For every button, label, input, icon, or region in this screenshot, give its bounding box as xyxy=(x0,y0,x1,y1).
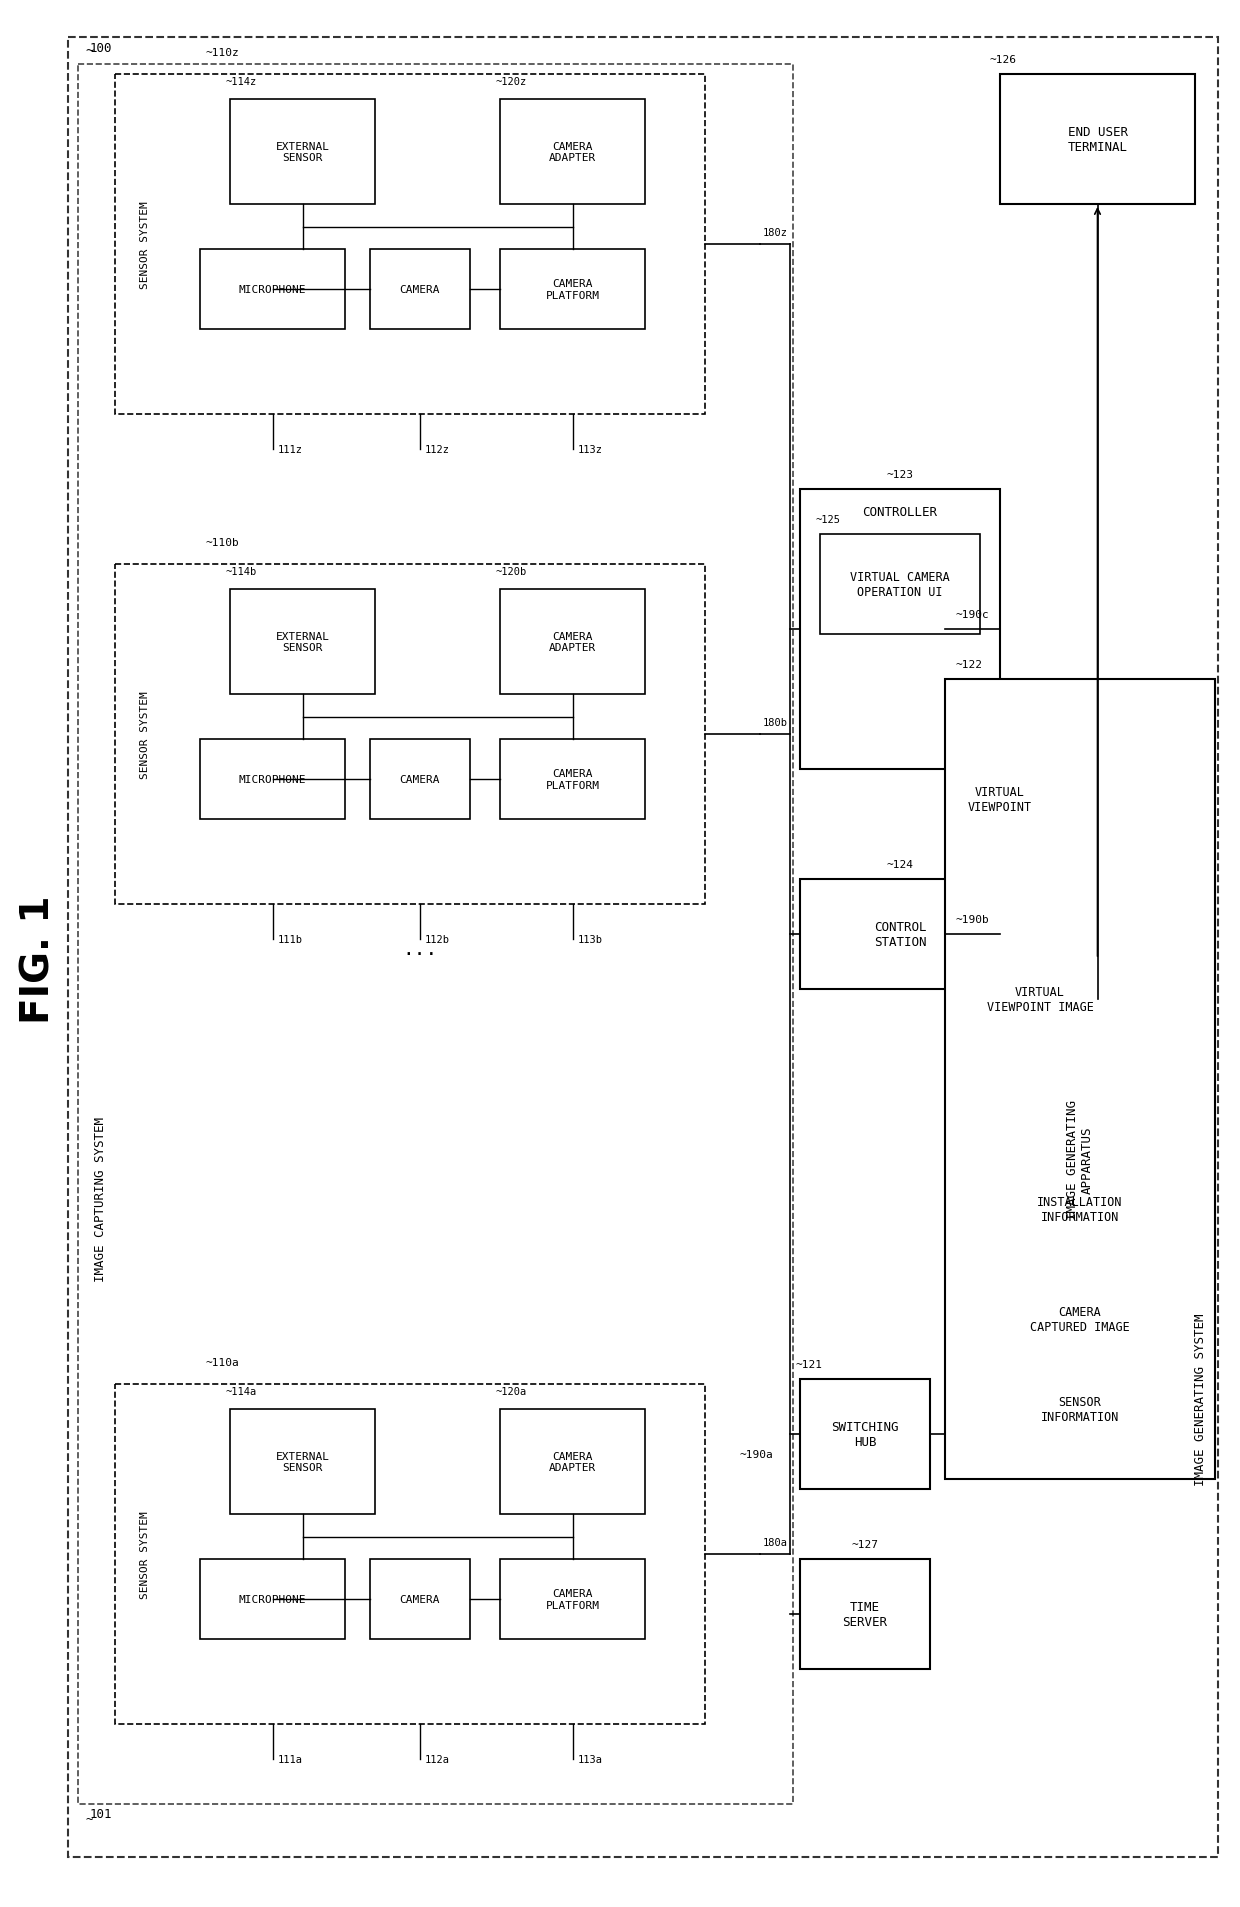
Text: ~110a: ~110a xyxy=(205,1358,239,1367)
Text: ~126: ~126 xyxy=(990,55,1017,65)
Text: CAMERA: CAMERA xyxy=(399,774,440,784)
Text: EXTERNAL
SENSOR: EXTERNAL SENSOR xyxy=(275,1451,330,1472)
FancyBboxPatch shape xyxy=(200,740,345,820)
FancyBboxPatch shape xyxy=(229,589,374,694)
FancyBboxPatch shape xyxy=(500,250,645,330)
Text: 112a: 112a xyxy=(425,1754,450,1764)
Text: VIRTUAL CAMERA
OPERATION UI: VIRTUAL CAMERA OPERATION UI xyxy=(851,570,950,599)
Text: ~: ~ xyxy=(86,46,93,59)
FancyBboxPatch shape xyxy=(200,1560,345,1640)
Text: CAMERA
PLATFORM: CAMERA PLATFORM xyxy=(546,769,599,789)
Text: CAMERA
ADAPTER: CAMERA ADAPTER xyxy=(549,1451,596,1472)
FancyBboxPatch shape xyxy=(229,1409,374,1514)
FancyBboxPatch shape xyxy=(115,1384,706,1724)
FancyBboxPatch shape xyxy=(800,1379,930,1489)
Text: ~123: ~123 xyxy=(887,469,914,481)
FancyBboxPatch shape xyxy=(800,1560,930,1669)
Text: END USER
TERMINAL: END USER TERMINAL xyxy=(1068,126,1127,154)
Text: 101: 101 xyxy=(91,1808,113,1821)
Text: ~121: ~121 xyxy=(795,1360,822,1369)
FancyBboxPatch shape xyxy=(68,38,1218,1857)
Text: ~: ~ xyxy=(86,1812,93,1825)
Text: 180b: 180b xyxy=(763,717,787,728)
Text: IMAGE CAPTURING SYSTEM: IMAGE CAPTURING SYSTEM xyxy=(93,1118,107,1282)
Text: ~110z: ~110z xyxy=(205,48,239,57)
Text: VIRTUAL
VIEWPOINT: VIRTUAL VIEWPOINT xyxy=(968,786,1032,814)
Text: ~120a: ~120a xyxy=(495,1386,526,1396)
Text: SWITCHING
HUB: SWITCHING HUB xyxy=(831,1421,899,1447)
Text: VIRTUAL
VIEWPOINT IMAGE: VIRTUAL VIEWPOINT IMAGE xyxy=(987,986,1094,1013)
Text: IMAGE GENERATING SYSTEM: IMAGE GENERATING SYSTEM xyxy=(1193,1314,1207,1486)
Text: ~110b: ~110b xyxy=(205,538,239,547)
FancyBboxPatch shape xyxy=(370,250,470,330)
Text: SENSOR SYSTEM: SENSOR SYSTEM xyxy=(140,200,150,288)
Text: CONTROLLER: CONTROLLER xyxy=(863,505,937,519)
Text: 180z: 180z xyxy=(763,227,787,238)
Text: CAMERA
ADAPTER: CAMERA ADAPTER xyxy=(549,631,596,652)
Text: FIG. 1: FIG. 1 xyxy=(19,894,57,1024)
Text: ~114a: ~114a xyxy=(224,1386,257,1396)
Text: SENSOR
INFORMATION: SENSOR INFORMATION xyxy=(1040,1396,1120,1423)
Text: TIME
SERVER: TIME SERVER xyxy=(842,1600,888,1629)
FancyBboxPatch shape xyxy=(78,65,794,1804)
Text: ~125: ~125 xyxy=(815,515,839,524)
Text: 112z: 112z xyxy=(425,444,450,454)
FancyBboxPatch shape xyxy=(500,589,645,694)
Text: ~127: ~127 xyxy=(852,1539,878,1548)
FancyBboxPatch shape xyxy=(945,679,1215,1480)
Text: ~190a: ~190a xyxy=(740,1449,774,1459)
Text: 111a: 111a xyxy=(278,1754,303,1764)
FancyBboxPatch shape xyxy=(115,74,706,416)
Text: 113b: 113b xyxy=(578,934,603,944)
Text: MICROPHONE: MICROPHONE xyxy=(239,1594,306,1604)
FancyBboxPatch shape xyxy=(820,534,980,635)
Text: CAMERA
PLATFORM: CAMERA PLATFORM xyxy=(546,1589,599,1610)
Text: SENSOR SYSTEM: SENSOR SYSTEM xyxy=(140,1510,150,1598)
Text: ~114b: ~114b xyxy=(224,566,257,576)
Text: CONTROL
STATION: CONTROL STATION xyxy=(874,921,926,948)
FancyBboxPatch shape xyxy=(200,250,345,330)
Text: ~114z: ~114z xyxy=(224,76,257,88)
Text: MICROPHONE: MICROPHONE xyxy=(239,774,306,784)
Text: 100: 100 xyxy=(91,42,113,55)
Text: 111b: 111b xyxy=(278,934,303,944)
Text: ~120b: ~120b xyxy=(495,566,526,576)
Text: SENSOR SYSTEM: SENSOR SYSTEM xyxy=(140,690,150,778)
Text: ~120z: ~120z xyxy=(495,76,526,88)
Text: ~190b: ~190b xyxy=(956,915,990,925)
Text: MICROPHONE: MICROPHONE xyxy=(239,284,306,296)
FancyBboxPatch shape xyxy=(800,879,999,990)
FancyBboxPatch shape xyxy=(229,99,374,204)
Text: ~124: ~124 xyxy=(887,860,914,870)
Text: CAMERA: CAMERA xyxy=(399,1594,440,1604)
Text: 113a: 113a xyxy=(578,1754,603,1764)
Text: CAMERA
CAPTURED IMAGE: CAMERA CAPTURED IMAGE xyxy=(1030,1304,1130,1333)
Text: EXTERNAL
SENSOR: EXTERNAL SENSOR xyxy=(275,141,330,164)
Text: EXTERNAL
SENSOR: EXTERNAL SENSOR xyxy=(275,631,330,652)
FancyBboxPatch shape xyxy=(500,1560,645,1640)
Text: 113z: 113z xyxy=(578,444,603,454)
FancyBboxPatch shape xyxy=(999,74,1195,204)
FancyBboxPatch shape xyxy=(500,740,645,820)
FancyBboxPatch shape xyxy=(370,740,470,820)
Text: 111z: 111z xyxy=(278,444,303,454)
Text: IMAGE GENERATING
APPARATUS: IMAGE GENERATING APPARATUS xyxy=(1066,1100,1094,1219)
Text: 180a: 180a xyxy=(763,1537,787,1547)
Text: ...: ... xyxy=(402,940,438,959)
FancyBboxPatch shape xyxy=(500,99,645,204)
FancyBboxPatch shape xyxy=(115,564,706,904)
Text: INSTALLATION
INFORMATION: INSTALLATION INFORMATION xyxy=(1037,1196,1122,1224)
Text: 112b: 112b xyxy=(425,934,450,944)
FancyBboxPatch shape xyxy=(500,1409,645,1514)
FancyBboxPatch shape xyxy=(800,490,999,770)
Text: ~122: ~122 xyxy=(955,660,982,669)
Text: CAMERA
PLATFORM: CAMERA PLATFORM xyxy=(546,278,599,301)
FancyBboxPatch shape xyxy=(370,1560,470,1640)
Text: ~190c: ~190c xyxy=(956,610,990,620)
Text: CAMERA
ADAPTER: CAMERA ADAPTER xyxy=(549,141,596,164)
Text: CAMERA: CAMERA xyxy=(399,284,440,296)
